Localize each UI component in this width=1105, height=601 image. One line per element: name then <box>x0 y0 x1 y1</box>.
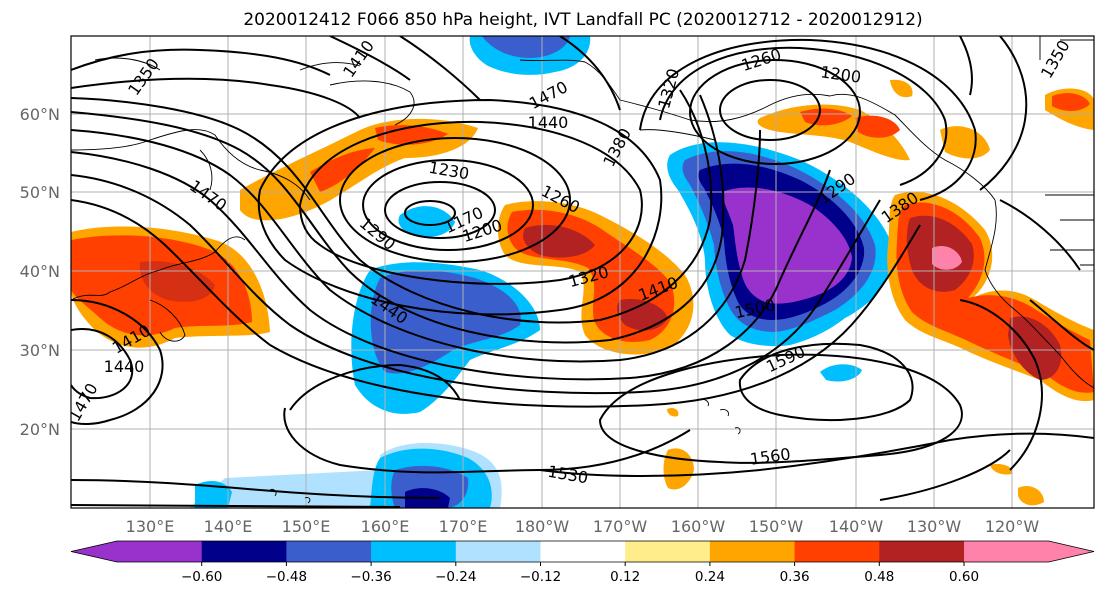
colorbar-segment <box>540 541 626 562</box>
lon-label: 130°W <box>907 517 962 536</box>
map-title: 2020012412 F066 850 hPa height, IVT Land… <box>243 10 922 30</box>
colorbar <box>70 540 1095 563</box>
height-contours <box>71 36 1094 508</box>
colorbar-segment <box>625 541 711 562</box>
colorbar-segment <box>964 541 1050 562</box>
lon-label: 160°E <box>361 517 410 536</box>
colorbar-tick-label: 0.60 <box>949 569 979 585</box>
colorbar-ticks: −0.60 −0.48 −0.36 −0.24 −0.12 0.12 0.24 0.36 0.4… <box>181 562 979 585</box>
colorbar-segment <box>201 541 287 562</box>
colorbar-segment <box>455 541 541 562</box>
colorbar-tick-label: −0.36 <box>350 569 391 585</box>
lon-label: 170°E <box>439 517 488 536</box>
latitude-labels: 60°N 50°N 40°N 30°N 20°N <box>20 105 60 439</box>
lat-label: 50°N <box>20 183 60 202</box>
colorbar-outline <box>70 540 1095 563</box>
map-frame <box>70 35 1095 509</box>
colorbar-tick-label: −0.60 <box>181 569 222 585</box>
lon-label: 150°E <box>282 517 331 536</box>
lon-label: 180°W <box>515 517 570 536</box>
colorbar-segment <box>371 541 457 562</box>
lat-label: 60°N <box>20 105 60 124</box>
colorbar-tick-label: −0.48 <box>266 569 307 585</box>
colorbar-segment <box>286 541 372 562</box>
colorbar-segment <box>794 541 880 562</box>
colorbar-tick-label: 0.48 <box>864 569 894 585</box>
lon-label: 130°E <box>126 517 175 536</box>
colorbar-segment <box>709 541 796 562</box>
lon-label: 150°W <box>749 517 804 536</box>
lon-label: 120°W <box>985 517 1040 536</box>
lon-label: 170°W <box>593 517 648 536</box>
lon-label: 160°W <box>671 517 726 536</box>
contour-label: 1440 <box>104 357 145 376</box>
colorbar-tick-label: 0.12 <box>610 569 640 585</box>
contour-label: 1440 <box>528 113 569 132</box>
lon-label: 140°E <box>204 517 253 536</box>
colorbar-tick-label: −0.24 <box>435 569 476 585</box>
lat-label: 20°N <box>20 420 60 439</box>
colorbar-segment <box>879 541 965 562</box>
colorbar-tick-label: 0.24 <box>695 569 725 585</box>
colorbar-tick-label: 0.36 <box>780 569 810 585</box>
colorbar-tick-label: −0.12 <box>520 569 561 585</box>
colorbar-segment <box>117 541 203 562</box>
lat-label: 40°N <box>20 262 60 281</box>
lon-label: 140°W <box>829 517 884 536</box>
colorbar-extend-low <box>71 541 117 562</box>
lat-label: 30°N <box>20 341 60 360</box>
longitude-labels: 130°E 140°E 150°E 160°E 170°E 180°W 170°… <box>126 517 1040 536</box>
colorbar-extend-high <box>1048 541 1094 562</box>
